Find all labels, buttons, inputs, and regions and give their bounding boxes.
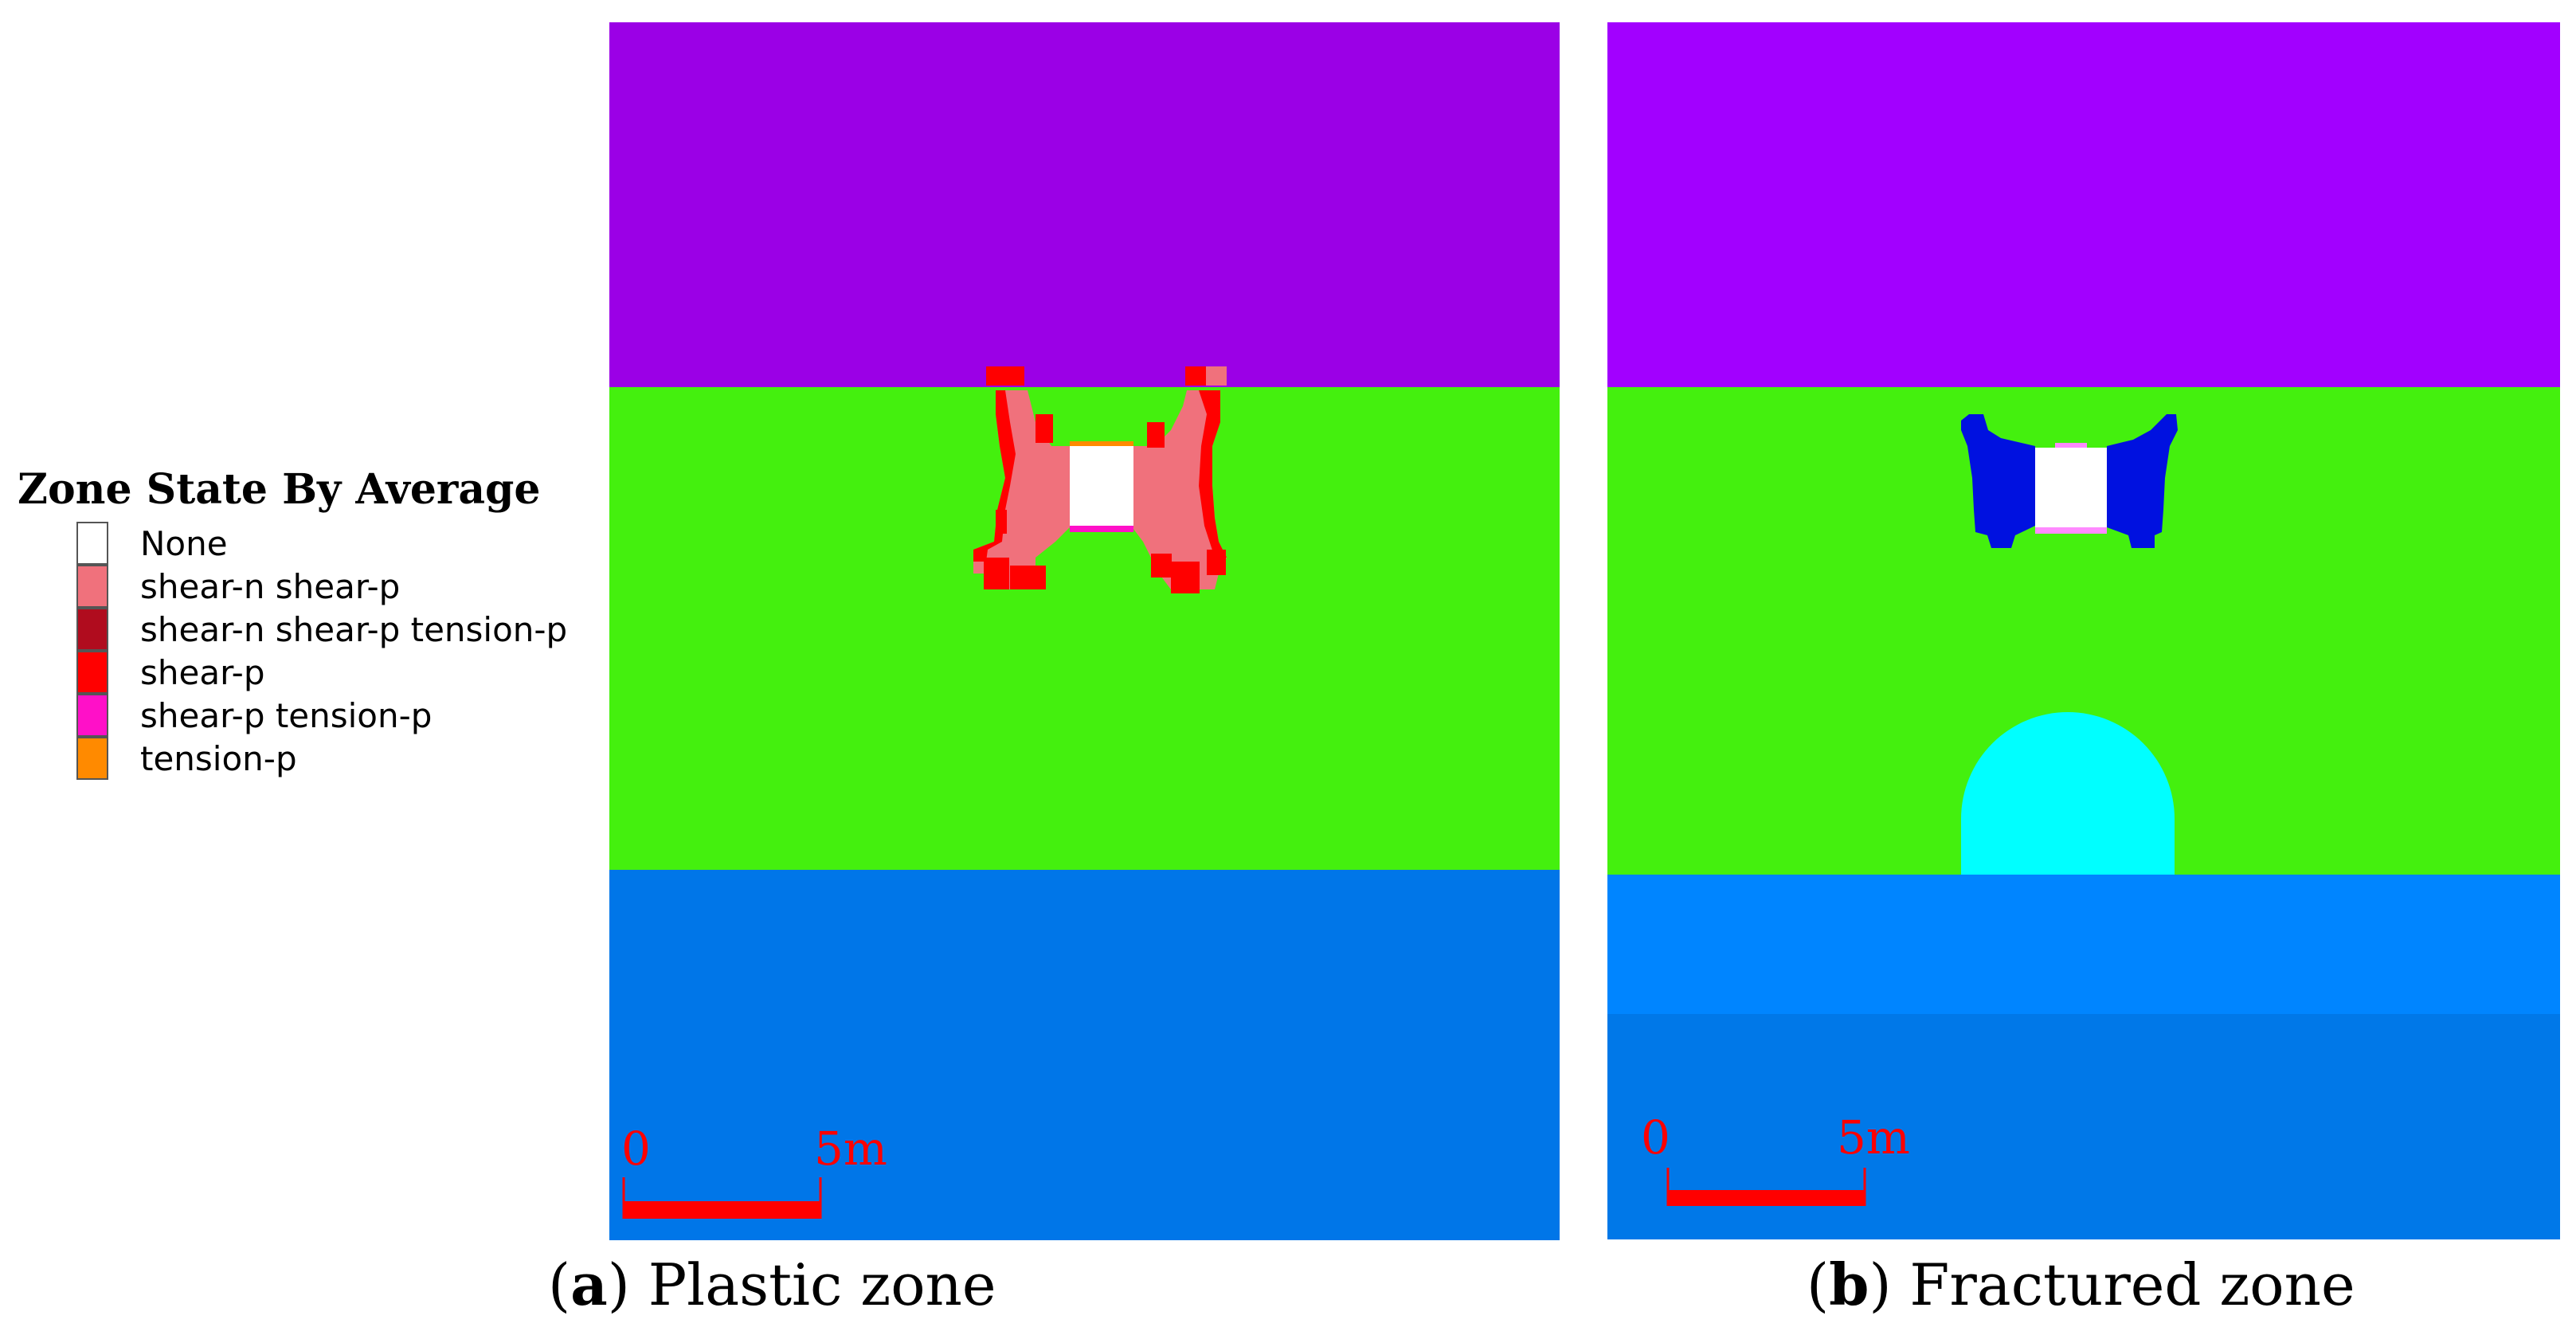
panel-a-roadway-floor-edge [1070,526,1133,532]
panel-a-plastic-zone-right [1131,366,1227,593]
legend-swatch-shear-p-tension-p [76,694,108,737]
panel-b-fractured-zone-right [2107,414,2178,548]
legend-label-shear-n-shear-p-tension-p: shear-n shear-p tension-p [140,610,568,649]
caption-a-letter: a [570,1251,608,1318]
legend-label-shear-n-shear-p: shear-n shear-p [140,567,401,606]
legend-label-none: None [140,524,228,563]
panel-b-roadway-floor-edge [2035,527,2107,534]
panel-a-roadway-top-edge [1070,441,1133,446]
caption-b-text: Fractured zone [1909,1251,2355,1318]
legend-label-tension-p: tension-p [140,739,297,778]
legend-swatch-tension-p [76,737,108,780]
panel-a-bottom-layer [609,870,1560,1240]
legend-swatch-shear-n-shear-p-tension-p [76,608,108,651]
caption-b-letter: b [1829,1251,1869,1318]
panel-b-bottom-layer-upper [1607,875,2560,1014]
panel-a-plastic-zone: 0 5m [609,22,1560,1240]
panel-b-top-layer [1607,22,2560,387]
caption-b: (b) Fractured zone [1807,1251,2355,1318]
legend-swatch-none [76,522,108,565]
legend-label-shear-p-tension-p: shear-p tension-p [140,696,433,735]
panel-a-scale-end: 5m [814,1122,887,1176]
panel-a-roadway-opening [1070,446,1133,526]
panel-b-arch-roadway [1961,712,2175,875]
panel-b-scale-start: 0 [1641,1110,1670,1165]
panel-b-roadway-opening [2035,448,2107,527]
legend-label-shear-p: shear-p [140,653,265,692]
legend-title: Zone State By Average [18,465,541,514]
caption-a-text: Plastic zone [648,1251,996,1318]
legend-swatch-shear-p [76,651,108,694]
panel-b-scale-end: 5m [1837,1110,1910,1165]
panel-b-fractured-zone-left [1961,414,2035,548]
panel-b-scale-bar: 0 5m [1641,1110,1910,1206]
panel-a-plastic-zone-left [973,366,1071,589]
panel-a-scale-start: 0 [621,1122,651,1176]
legend-swatch-shear-n-shear-p [76,565,108,608]
caption-a: (a) Plastic zone [548,1251,996,1318]
panel-b-roadway-top-edge [2055,443,2087,448]
panel-a-top-layer [609,22,1560,387]
panel-a-scale-bar: 0 5m [621,1122,887,1219]
panel-b-fractured-zone: 0 5m [1607,22,2560,1239]
